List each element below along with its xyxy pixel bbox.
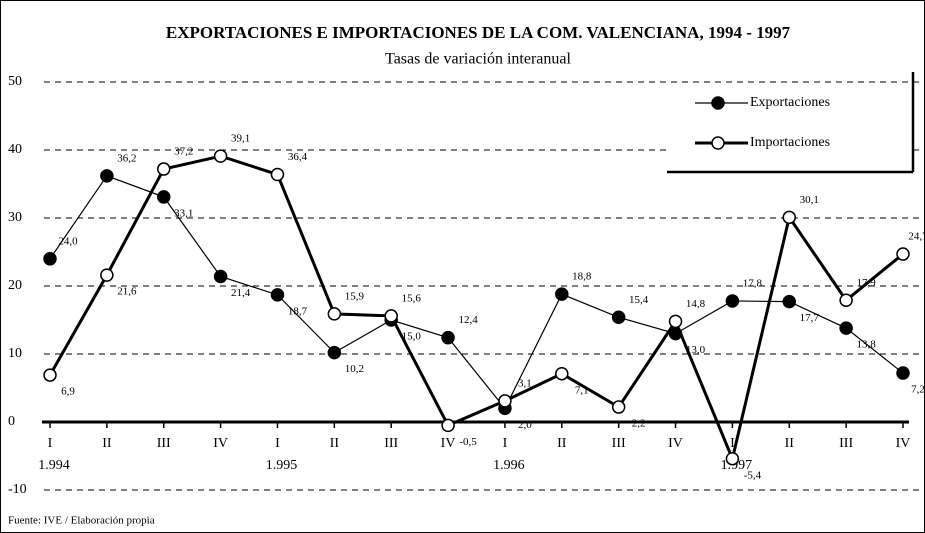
y-tick-label: 50: [8, 74, 22, 89]
data-point: [327, 345, 342, 360]
data-point: [156, 190, 171, 204]
data-point: [43, 368, 57, 382]
y-tick-label: 20: [8, 278, 22, 293]
chart-subtitle: Tasas de variación interanual: [385, 51, 571, 68]
data-point: [725, 451, 740, 466]
data-label: 7,2: [911, 384, 925, 396]
x-tick-label: I: [48, 436, 53, 451]
data-point: [782, 294, 797, 309]
chart-title: EXPORTACIONES E IMPORTACIONES DE LA COM.…: [166, 23, 791, 42]
data-label: 15,0: [402, 331, 422, 343]
x-tick-label: III: [612, 436, 626, 451]
x-tick-label: I: [503, 436, 508, 451]
data-point: [100, 169, 114, 183]
data-point: [441, 330, 455, 345]
data-point: [213, 269, 228, 284]
series-line: [48, 154, 904, 464]
legend-marker: [711, 96, 725, 110]
x-tick-label: III: [384, 436, 398, 451]
data-point: [270, 167, 285, 182]
data-label: 15,6: [402, 292, 422, 304]
data-label: 13,0: [686, 344, 706, 356]
data-point: [327, 307, 342, 321]
data-label: 2,0: [518, 419, 532, 431]
data-point: [156, 162, 171, 176]
data-label: 36,2: [117, 152, 136, 164]
x-tick-label: I: [275, 436, 280, 451]
data-point: [498, 394, 512, 408]
data-label: 18,7: [288, 305, 308, 317]
x-tick-label: II: [557, 436, 567, 451]
data-label: -0,5: [459, 436, 477, 448]
data-label: 14,8: [686, 298, 706, 310]
data-point: [270, 288, 285, 302]
data-label: 17,7: [800, 312, 820, 324]
data-label: 17,8: [743, 277, 763, 289]
data-label: 24,0: [58, 235, 78, 247]
data-label: 12,4: [458, 314, 478, 326]
data-label: 3,1: [518, 377, 532, 389]
x-tick-label: IV: [213, 436, 228, 451]
x-tick-label: I: [730, 436, 735, 451]
data-point: [43, 252, 57, 266]
data-point: [839, 321, 853, 335]
year-label: 1.994: [38, 458, 70, 473]
series-line: [49, 175, 904, 410]
data-label: 30,1: [800, 194, 819, 206]
y-tick-label: 10: [8, 346, 22, 361]
data-label: 6,9: [61, 386, 75, 398]
data-point: [725, 294, 740, 308]
x-tick-label: IV: [668, 436, 683, 451]
x-tick-label: II: [785, 436, 795, 451]
y-tick-label: -10: [8, 482, 27, 497]
data-label: 37,2: [174, 146, 193, 158]
data-point: [839, 293, 853, 308]
data-point: [611, 400, 626, 414]
data-label: 21,4: [231, 287, 251, 299]
year-label: 1.996: [493, 458, 525, 473]
data-label: 15,4: [629, 294, 649, 306]
x-tick-label: II: [330, 436, 340, 451]
data-point: [668, 314, 683, 329]
data-label: 36,4: [288, 151, 308, 163]
data-label: 21,6: [117, 286, 137, 298]
data-point: [782, 210, 797, 225]
legend-box: [667, 90, 913, 172]
data-label: -5,4: [744, 469, 762, 481]
data-label: 17,9: [857, 277, 877, 289]
year-label: 1.995: [266, 458, 298, 473]
data-label: 2,2: [632, 418, 646, 430]
y-tick-label: 0: [8, 414, 15, 429]
y-tick-label: 30: [8, 210, 22, 225]
data-label: 33,1: [174, 207, 193, 219]
data-label: 15,9: [345, 290, 365, 302]
x-tick-label: III: [839, 436, 853, 451]
x-tick-label: II: [102, 436, 112, 451]
x-tick-label: III: [157, 436, 171, 451]
data-label: 7,1: [575, 384, 589, 396]
data-label: 13,8: [857, 339, 877, 351]
data-point: [896, 366, 910, 380]
data-label: 10,2: [345, 363, 364, 375]
x-tick-label: IV: [896, 436, 911, 451]
data-point: [555, 287, 569, 301]
data-point: [441, 418, 455, 433]
data-label: 18,8: [572, 271, 592, 283]
legend-marker: [711, 136, 725, 150]
y-tick-label: 40: [8, 142, 22, 157]
data-point: [384, 309, 398, 323]
data-point: [896, 247, 910, 261]
x-tick-label: IV: [441, 436, 456, 451]
data-point: [611, 310, 626, 325]
data-label: 39,1: [231, 133, 250, 145]
legend-label: Exportaciones: [750, 95, 830, 110]
source-note: Fuente: IVE / Elaboración propia: [8, 515, 155, 527]
data-point: [100, 268, 114, 282]
legend-label: Importaciones: [750, 135, 830, 150]
data-point: [555, 366, 569, 381]
data-point: [213, 149, 228, 163]
data-label: 24,7: [908, 231, 925, 243]
